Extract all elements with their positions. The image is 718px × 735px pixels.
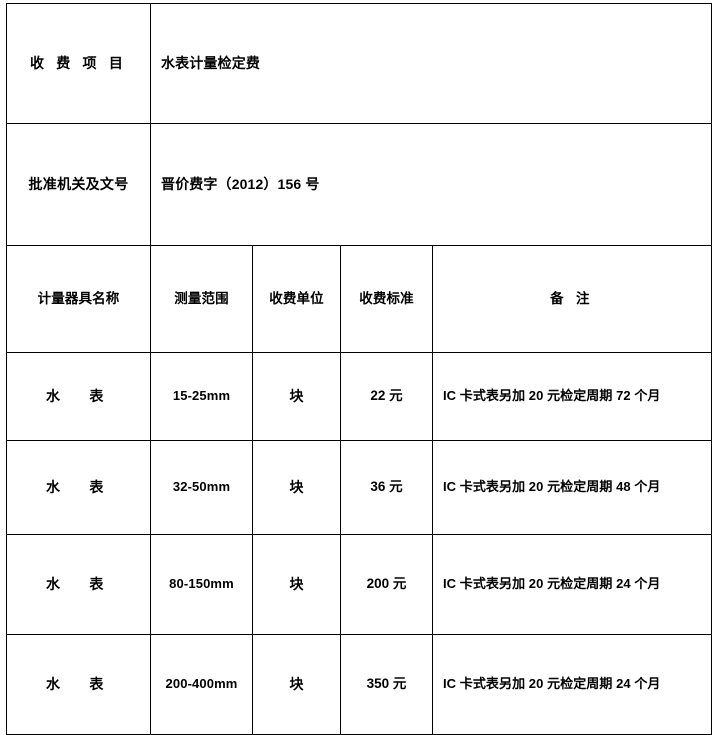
cell-charge-standard: 36 元 [340,440,433,535]
column-header-charge-standard: 收费标准 [340,245,433,353]
table-row: 水 表 32-50mm 块 36 元 IC 卡式表另加 20 元检定周期 48 … [6,440,713,535]
table-row: 水 表 15-25mm 块 22 元 IC 卡式表另加 20 元检定周期 72 … [6,352,713,441]
cell-instrument-name: 水 表 [6,440,151,535]
fee-item-value: 水表计量检定费 [161,54,260,71]
cell-charge-standard: 200 元 [340,534,433,635]
cell-measuring-range: 15-25mm [150,352,253,441]
cell-remark: IC 卡式表另加 20 元检定周期 24 个月 [431,634,713,735]
table-row: 水 表 200-400mm 块 350 元 IC 卡式表另加 20 元检定周期 … [6,634,713,735]
column-header-remark: 备 注 [431,245,713,353]
column-header-charge-unit: 收费单位 [252,245,341,353]
cell-measuring-range: 200-400mm [150,634,253,735]
cell-instrument-name: 水 表 [6,352,151,441]
cell-charge-unit: 块 [252,634,341,735]
table-row: 水 表 80-150mm 块 200 元 IC 卡式表另加 20 元检定周期 2… [6,534,713,635]
fee-item-label: 收 费 项 目 [29,54,128,71]
cell-measuring-range: 32-50mm [150,440,253,535]
column-header-measuring-range: 测量范围 [150,245,253,353]
table-header-row: 计量器具名称 测量范围 收费单位 收费标准 备 注 [6,245,713,353]
cell-remark: IC 卡式表另加 20 元检定周期 72 个月 [431,352,713,441]
cell-charge-standard: 350 元 [340,634,433,735]
cell-charge-unit: 块 [252,440,341,535]
fee-standard-table: 收 费 项 目 水表计量检定费 批准机关及文号 晋价费字（2012）156 号 … [6,3,713,735]
cell-instrument-name: 水 表 [6,634,151,735]
cell-charge-unit: 块 [252,352,341,441]
cell-charge-unit: 块 [252,534,341,635]
fee-item-value-cell: 水表计量检定费 [149,3,713,124]
approval-doc-value: 晋价费字（2012）156 号 [161,175,320,192]
cell-instrument-name: 水 表 [6,534,151,635]
cell-charge-standard: 22 元 [340,352,433,441]
cell-remark: IC 卡式表另加 20 元检定周期 48 个月 [431,440,713,535]
fee-item-row: 收 费 项 目 水表计量检定费 [6,3,713,124]
fee-item-label-cell: 收 费 项 目 [6,3,151,124]
approval-doc-row: 批准机关及文号 晋价费字（2012）156 号 [6,123,713,246]
column-header-instrument-name: 计量器具名称 [6,245,151,353]
cell-remark: IC 卡式表另加 20 元检定周期 24 个月 [431,534,713,635]
cell-measuring-range: 80-150mm [150,534,253,635]
approval-doc-label: 批准机关及文号 [28,175,129,192]
approval-doc-label-cell: 批准机关及文号 [6,123,151,246]
approval-doc-value-cell: 晋价费字（2012）156 号 [149,123,713,246]
